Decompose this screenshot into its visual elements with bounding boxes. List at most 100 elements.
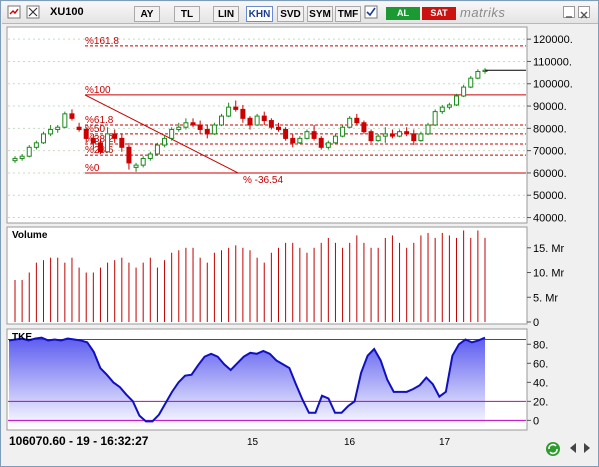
symbol-label[interactable]: XU100	[50, 6, 84, 18]
button-tmf[interactable]: TMF	[335, 6, 361, 22]
candle-body	[397, 131, 403, 137]
candle-body	[375, 135, 381, 142]
candle-body	[211, 124, 217, 135]
candle-body	[347, 117, 353, 128]
candle-body	[204, 128, 210, 135]
candle-body	[454, 95, 460, 106]
candle-body	[368, 131, 374, 142]
candle-body	[62, 113, 68, 128]
candle-body	[311, 131, 317, 139]
candle-body	[361, 122, 367, 133]
candle-body	[340, 126, 346, 137]
close-button[interactable]	[578, 6, 590, 19]
candle-body	[162, 137, 168, 146]
candle-body	[261, 115, 267, 122]
candle-body	[446, 104, 452, 108]
chart-type-icon[interactable]	[7, 5, 21, 19]
candle-body	[140, 157, 146, 166]
candle-body	[19, 155, 25, 159]
candle-body	[318, 137, 324, 148]
candle-body	[112, 133, 118, 139]
toolbar: XU100 AY TL LIN KHN SVD SYM TMF AL SAT m…	[2, 2, 598, 24]
fib-trend-line	[84, 94, 239, 174]
fib-level-label: %0	[85, 163, 100, 174]
sell-button[interactable]: SAT	[422, 7, 456, 20]
candle-body	[233, 106, 239, 110]
close-icon	[580, 11, 588, 19]
candle-body	[197, 124, 203, 130]
candle-body	[411, 133, 417, 142]
volume-tick-label: 15. Mr	[533, 243, 565, 255]
refresh-icon[interactable]	[545, 441, 561, 457]
fib-level-label: %61.8	[85, 115, 114, 126]
candle-body	[332, 135, 338, 144]
volume-title: Volume	[12, 230, 48, 241]
candle-body	[183, 122, 189, 128]
candle-body	[169, 128, 175, 139]
price-tick-label: 100000.	[533, 79, 573, 91]
button-sym[interactable]: SYM	[307, 6, 333, 22]
minimize-icon	[566, 16, 572, 18]
candle-body	[283, 128, 289, 139]
candle-body	[133, 164, 139, 168]
candle-body	[247, 117, 253, 126]
fib-level-label: %161.8	[85, 36, 119, 47]
candle-body	[432, 111, 438, 126]
button-tl[interactable]: TL	[174, 6, 200, 22]
price-tick-label: 70000.	[533, 146, 567, 158]
candle-body	[418, 133, 424, 142]
fib-level-label: %50	[85, 124, 105, 135]
button-ay[interactable]: AY	[134, 6, 160, 22]
candle-body	[226, 106, 232, 117]
candle-body	[254, 115, 260, 126]
candle-body	[190, 122, 196, 126]
candle-body	[126, 146, 132, 164]
minimize-button[interactable]	[563, 6, 575, 18]
scroll-right-icon[interactable]	[581, 441, 593, 455]
candle-body	[90, 137, 96, 144]
volume-tick-label: 0	[533, 317, 539, 329]
candle-body	[439, 106, 445, 113]
candle-body	[69, 113, 75, 119]
buy-button[interactable]: AL	[386, 7, 420, 20]
button-lin[interactable]: LIN	[213, 6, 239, 22]
candle-body	[468, 77, 474, 88]
candle-body	[176, 126, 182, 130]
candle-body	[475, 70, 481, 79]
candle-body	[12, 157, 18, 162]
candle-body	[268, 120, 274, 128]
tke-tick-label: 80.	[533, 339, 548, 351]
price-tick-label: 110000.	[533, 56, 572, 68]
candle-body	[105, 133, 111, 153]
candle-body	[40, 133, 46, 144]
candle-body	[26, 146, 32, 157]
candle-body	[354, 117, 360, 124]
tke-title: TKE	[12, 332, 32, 343]
fib-level-label: %100	[85, 85, 111, 96]
button-khn[interactable]: KHN	[246, 6, 273, 22]
fib-trend-label: % -36.54	[243, 175, 283, 186]
candle-body	[240, 108, 246, 119]
button-svd[interactable]: SVD	[277, 6, 304, 22]
candle-body	[461, 86, 467, 97]
swap-icon[interactable]	[26, 5, 40, 19]
tke-tick-label: 60.	[533, 358, 548, 370]
candle-body	[382, 133, 388, 137]
candle-body	[404, 131, 410, 135]
candle-body	[275, 126, 281, 130]
price-tick-label: 40000.	[533, 213, 567, 225]
candle-body	[154, 144, 160, 155]
price-tick-label: 90000.	[533, 101, 567, 113]
candle-body	[48, 128, 54, 135]
volume-tick-label: 5. Mr	[533, 292, 558, 304]
candle-body	[83, 128, 89, 139]
checkbox-icon[interactable]	[364, 5, 378, 19]
price-tick-label: 60000.	[533, 168, 567, 180]
price-tick-label: 50000.	[533, 190, 567, 202]
candle-body	[325, 142, 331, 148]
candle-body	[304, 131, 310, 139]
candle-body	[97, 142, 103, 153]
scroll-left-icon[interactable]	[567, 441, 579, 455]
candle-body	[76, 126, 82, 130]
